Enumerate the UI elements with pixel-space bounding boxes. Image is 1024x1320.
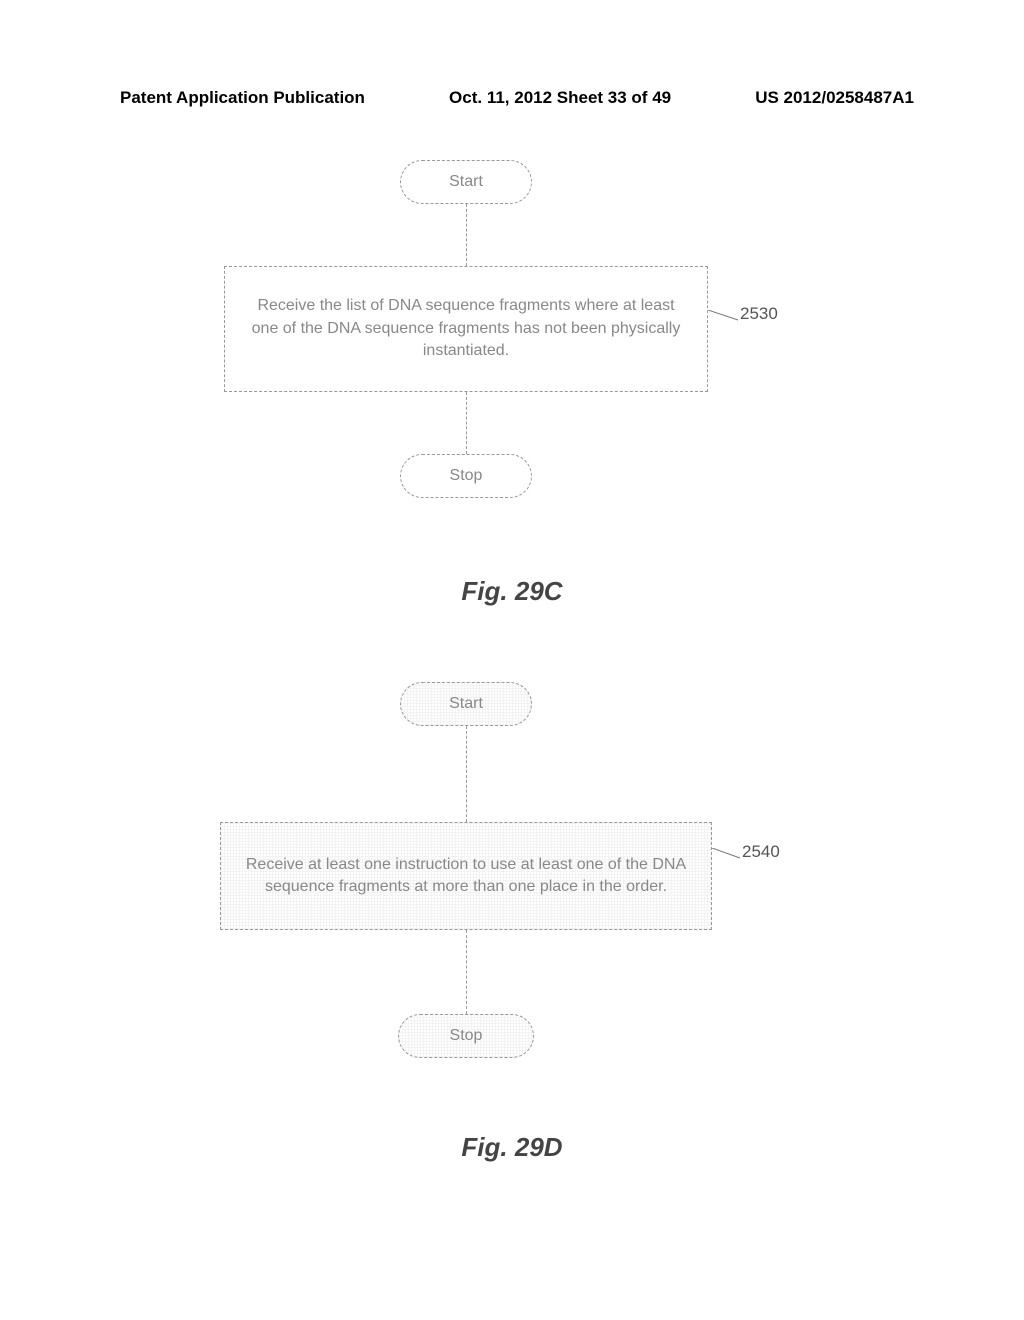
start-node-29c: Start (400, 160, 532, 204)
process-text: Receive at least one instruction to use … (239, 854, 693, 899)
process-node-29c: Receive the list of DNA sequence fragmen… (224, 266, 708, 392)
flowchart-29c: Start Receive the list of DNA sequence f… (0, 160, 1024, 636)
page-header: Patent Application Publication Oct. 11, … (0, 88, 1024, 108)
stop-label: Stop (450, 1027, 483, 1045)
stop-node-29d: Stop (398, 1014, 534, 1058)
reference-numeral-29c: 2530 (740, 304, 778, 324)
figure-caption-29c: Fig. 29C (0, 576, 1024, 607)
stop-label: Stop (450, 467, 483, 485)
start-node-29d: Start (400, 682, 532, 726)
header-right: US 2012/0258487A1 (755, 88, 914, 108)
stop-node-29c: Stop (400, 454, 532, 498)
connector-29c-1 (466, 204, 467, 266)
connector-29c-2 (466, 392, 467, 454)
flowchart-29d: Start Receive at least one instruction t… (0, 682, 1024, 1192)
figure-caption-29d: Fig. 29D (0, 1132, 1024, 1163)
process-text: Receive the list of DNA sequence fragmen… (243, 295, 689, 362)
header-left: Patent Application Publication (120, 88, 365, 108)
connector-29d-1 (466, 726, 467, 822)
header-center: Oct. 11, 2012 Sheet 33 of 49 (449, 88, 671, 108)
start-label: Start (449, 695, 483, 713)
start-label: Start (449, 173, 483, 191)
reference-numeral-29d: 2540 (742, 842, 780, 862)
connector-29d-2 (466, 930, 467, 1014)
process-node-29d: Receive at least one instruction to use … (220, 822, 712, 930)
